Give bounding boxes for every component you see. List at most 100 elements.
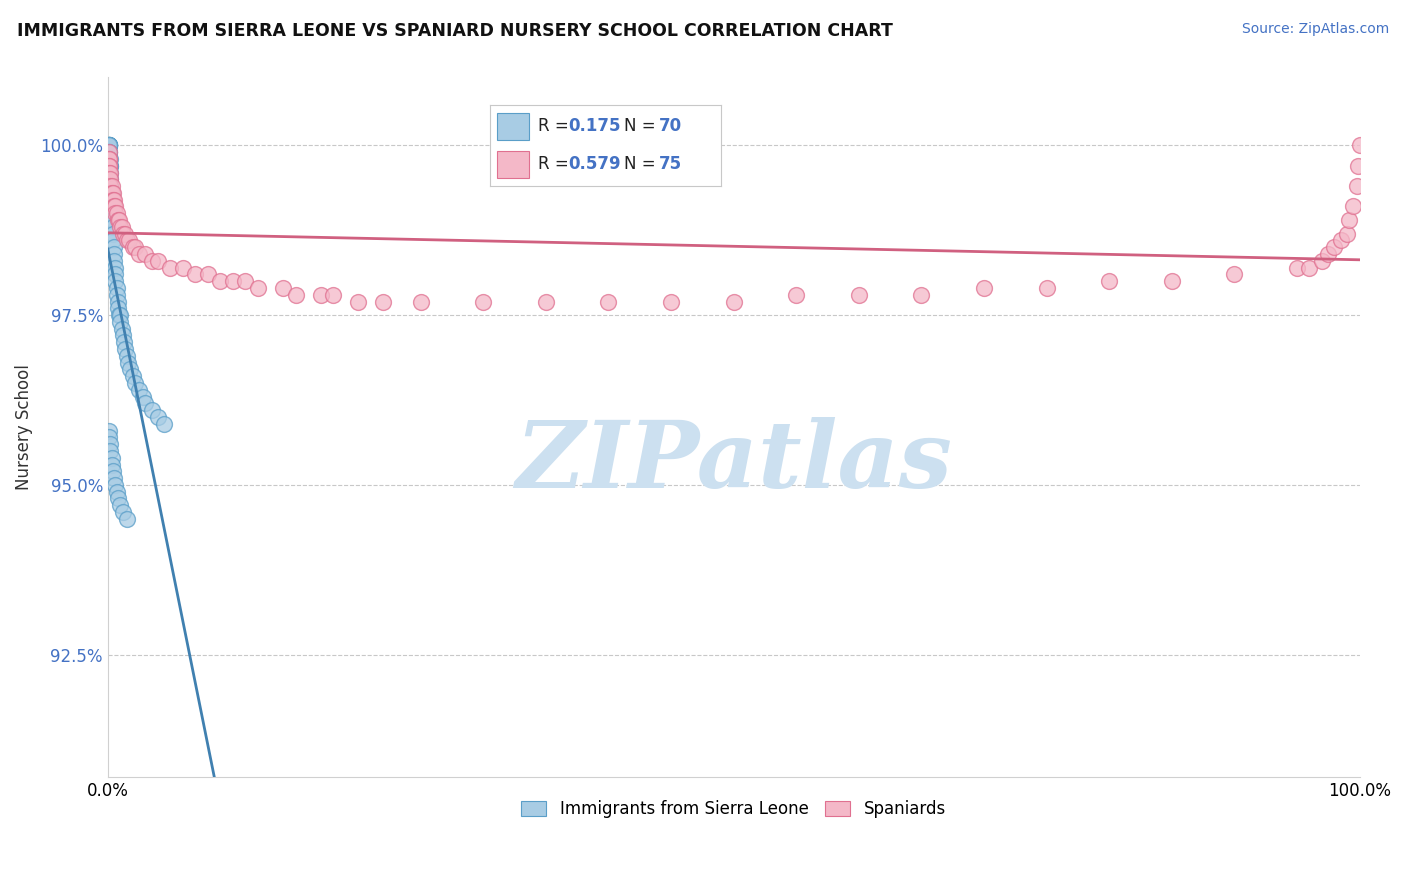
- Point: [1341, 199, 1364, 213]
- Point: [110, 219, 132, 234]
- Point: [1339, 213, 1361, 227]
- Point: [103, 247, 125, 261]
- Point: [100, 458, 122, 472]
- Point: [98, 152, 121, 166]
- Point: [121, 369, 143, 384]
- Point: [100, 206, 122, 220]
- Point: [98, 444, 121, 458]
- Point: [98, 172, 121, 186]
- Point: [103, 240, 125, 254]
- Point: [98, 138, 121, 153]
- Point: [105, 281, 128, 295]
- Point: [124, 240, 146, 254]
- Point: [103, 199, 125, 213]
- Point: [105, 206, 128, 220]
- Point: [973, 281, 995, 295]
- Point: [104, 478, 127, 492]
- Point: [128, 383, 150, 397]
- Point: [98, 138, 121, 153]
- Point: [1336, 227, 1358, 241]
- Point: [247, 281, 270, 295]
- Point: [98, 138, 121, 153]
- Point: [222, 274, 245, 288]
- Point: [107, 491, 129, 506]
- Point: [104, 274, 127, 288]
- Point: [108, 213, 131, 227]
- Point: [98, 159, 121, 173]
- Point: [659, 294, 682, 309]
- Point: [118, 234, 141, 248]
- Point: [108, 308, 131, 322]
- Point: [1298, 260, 1320, 275]
- Point: [100, 193, 122, 207]
- Point: [98, 186, 121, 200]
- Point: [115, 349, 138, 363]
- Point: [598, 294, 620, 309]
- Point: [115, 512, 138, 526]
- Point: [101, 227, 124, 241]
- Point: [100, 193, 122, 207]
- Point: [111, 328, 134, 343]
- Point: [322, 287, 344, 301]
- Point: [1035, 281, 1057, 295]
- Point: [723, 294, 745, 309]
- Point: [1323, 240, 1346, 254]
- Point: [146, 409, 169, 424]
- Point: [98, 430, 121, 444]
- Point: [101, 213, 124, 227]
- Point: [111, 505, 134, 519]
- Point: [1348, 138, 1371, 153]
- Point: [132, 390, 155, 404]
- Point: [115, 234, 138, 248]
- Point: [107, 294, 129, 309]
- Point: [98, 145, 121, 160]
- Point: [110, 321, 132, 335]
- Point: [309, 287, 332, 301]
- Point: [104, 199, 127, 213]
- Point: [98, 437, 121, 451]
- Point: [100, 179, 122, 194]
- Point: [110, 498, 132, 512]
- Point: [117, 356, 139, 370]
- Point: [114, 342, 136, 356]
- Point: [128, 247, 150, 261]
- Point: [98, 145, 121, 160]
- Point: [110, 219, 132, 234]
- Point: [1346, 179, 1368, 194]
- Point: [1347, 159, 1369, 173]
- Point: [134, 396, 156, 410]
- Point: [1098, 274, 1121, 288]
- Point: [209, 274, 232, 288]
- Point: [98, 186, 121, 200]
- Point: [98, 138, 121, 153]
- Point: [159, 260, 181, 275]
- Point: [98, 159, 121, 173]
- Point: [197, 268, 219, 282]
- Point: [121, 240, 143, 254]
- Point: [100, 186, 122, 200]
- Point: [101, 193, 124, 207]
- Point: [103, 471, 125, 485]
- Point: [104, 206, 127, 220]
- Point: [100, 186, 122, 200]
- Text: Source: ZipAtlas.com: Source: ZipAtlas.com: [1241, 22, 1389, 37]
- Point: [271, 281, 294, 295]
- Point: [98, 179, 121, 194]
- Point: [101, 219, 124, 234]
- Point: [98, 138, 121, 153]
- Point: [104, 260, 127, 275]
- Point: [153, 417, 176, 431]
- Point: [1160, 274, 1182, 288]
- Point: [910, 287, 932, 301]
- Point: [120, 362, 142, 376]
- Point: [141, 253, 163, 268]
- Point: [98, 145, 121, 160]
- Point: [105, 484, 128, 499]
- Y-axis label: Nursery School: Nursery School: [15, 364, 32, 490]
- Point: [409, 294, 432, 309]
- Point: [103, 253, 125, 268]
- Point: [785, 287, 807, 301]
- Point: [235, 274, 257, 288]
- Point: [98, 138, 121, 153]
- Point: [105, 287, 128, 301]
